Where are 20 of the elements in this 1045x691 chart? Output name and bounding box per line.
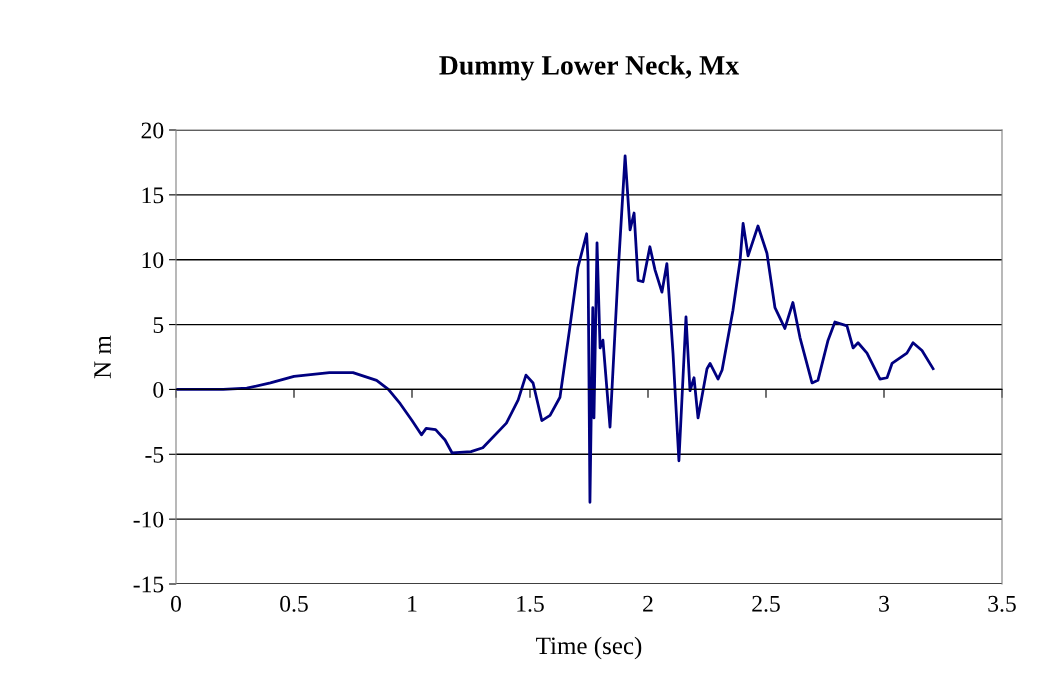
- y-tick-label: 5: [153, 317, 164, 333]
- x-tick-label: 1: [408, 595, 417, 612]
- y-tick-label: 10: [142, 252, 164, 269]
- line-series: [176, 154, 935, 504]
- x-tick-label: 1.5: [517, 595, 544, 612]
- y-axis-title: N m: [94, 335, 111, 379]
- y-tick-label: -15: [133, 576, 164, 593]
- chart-title: Dummy Lower Neck, Mx: [439, 55, 740, 81]
- x-tick-label: 2.5: [752, 595, 780, 612]
- x-tick-label: 0.5: [280, 595, 308, 612]
- x-tick-label: 3.5: [988, 595, 1016, 612]
- y-tick-label: -5: [145, 447, 164, 463]
- x-tick-label: 0: [171, 595, 181, 612]
- x-tick-label: 3: [879, 595, 889, 612]
- x-tick-label: 2: [643, 595, 653, 612]
- y-tick-label: 0: [153, 381, 164, 398]
- y-tick-label: 15: [142, 187, 164, 204]
- x-axis-title: Time (sec): [536, 636, 642, 660]
- y-tick-label: -10: [133, 511, 164, 528]
- y-tick-label: 20: [141, 122, 164, 139]
